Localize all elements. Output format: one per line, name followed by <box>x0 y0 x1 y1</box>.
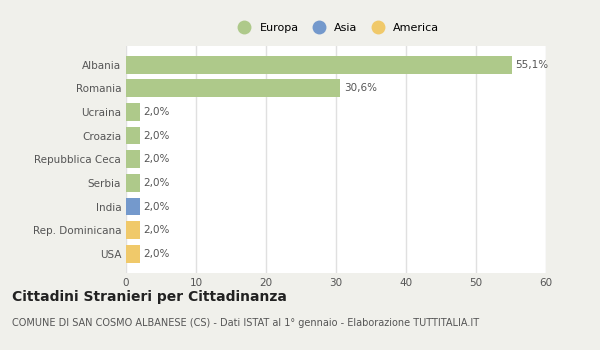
Bar <box>126 150 140 168</box>
Bar <box>126 198 140 215</box>
Bar <box>126 56 512 74</box>
Text: 2,0%: 2,0% <box>143 249 170 259</box>
Text: 2,0%: 2,0% <box>143 202 170 211</box>
Text: 30,6%: 30,6% <box>344 83 377 93</box>
Text: 2,0%: 2,0% <box>143 154 170 164</box>
Text: 2,0%: 2,0% <box>143 107 170 117</box>
Text: 2,0%: 2,0% <box>143 225 170 235</box>
Bar <box>126 79 340 97</box>
Text: 2,0%: 2,0% <box>143 178 170 188</box>
Text: Cittadini Stranieri per Cittadinanza: Cittadini Stranieri per Cittadinanza <box>12 290 287 304</box>
Bar <box>126 245 140 262</box>
Bar <box>126 221 140 239</box>
Text: 55,1%: 55,1% <box>515 60 548 70</box>
Text: 2,0%: 2,0% <box>143 131 170 141</box>
Bar <box>126 127 140 145</box>
Bar <box>126 174 140 192</box>
Text: COMUNE DI SAN COSMO ALBANESE (CS) - Dati ISTAT al 1° gennaio - Elaborazione TUTT: COMUNE DI SAN COSMO ALBANESE (CS) - Dati… <box>12 318 479 329</box>
Legend: Europa, Asia, America: Europa, Asia, America <box>229 19 443 36</box>
Bar <box>126 103 140 121</box>
